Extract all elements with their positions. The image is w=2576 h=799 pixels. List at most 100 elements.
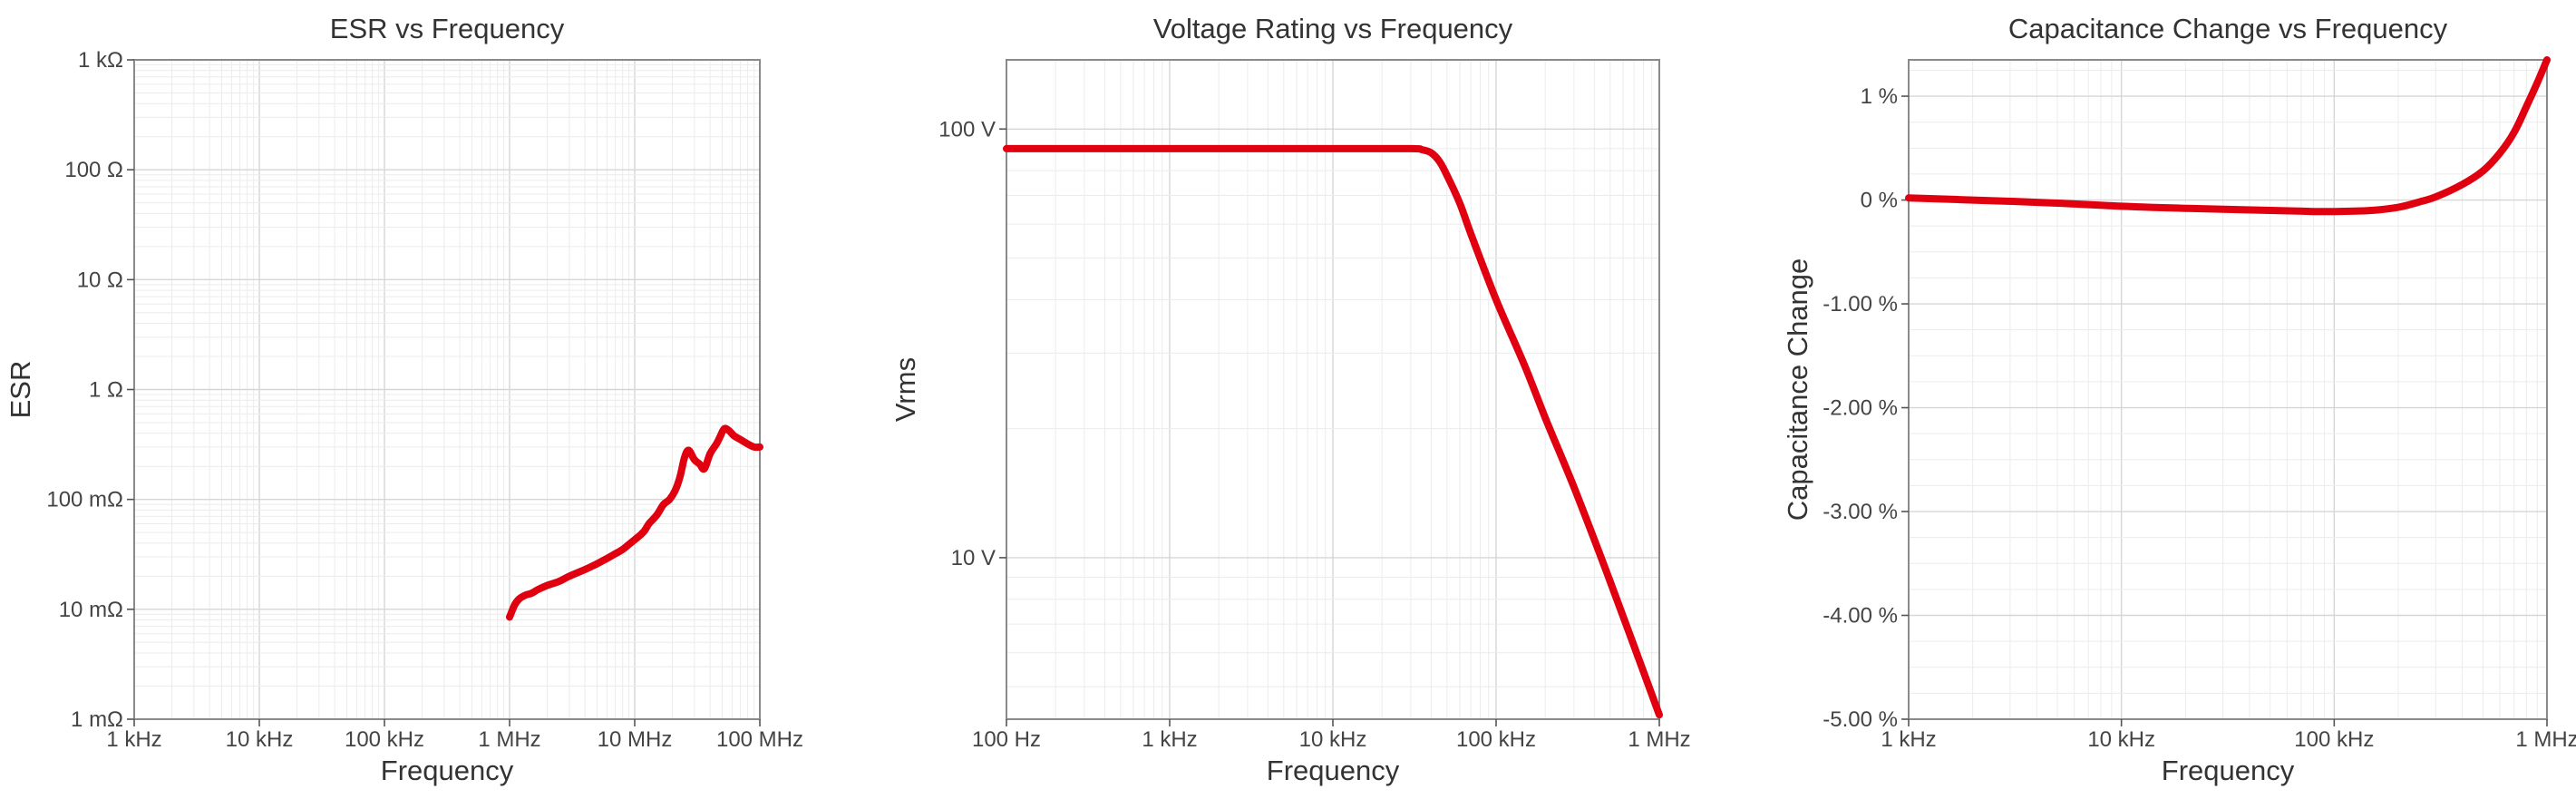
y-tick-label: 100 mΩ [46,488,123,512]
esr-data-point [706,450,714,457]
capacitance-data-point [2533,79,2541,86]
esr-data-point [751,443,758,451]
y-tick-label: 1 % [1861,84,1898,109]
capacitance-data-point [2267,207,2274,214]
esr-gridlines [133,59,761,720]
x-axis-label: Frequency [381,755,514,786]
y-tick-label: 1 mΩ [71,707,123,732]
esr-data-point [543,581,551,590]
capacitance-data-point [2496,150,2503,157]
voltage-data-point [1456,200,1463,208]
voltage-data-point [1607,578,1614,585]
esr-data-point [713,440,720,448]
y-axis-label: Capacitance Change [1782,258,1813,521]
esr-data-point [556,578,563,585]
y-tick-label: -3.00 % [1823,500,1898,524]
esr-data-point [626,541,633,548]
esr-data-point [528,590,535,597]
x-tick-label: 1 MHz [478,727,540,752]
voltage-data-point [1166,145,1173,152]
capacitance-chart-panel: 1 kHz 10 kHz 100 kHz 1 MHz -5.00 % -4.00 % -3.… [1759,0,2576,794]
voltage-data-point [1444,171,1451,179]
y-tick-label: 1 kΩ [78,48,123,73]
capacitance-data-point [1905,194,1912,201]
esr-data-point [506,613,513,621]
esr-data-point [730,432,738,439]
x-tick-label: 1 MHz [2515,727,2576,752]
x-tick-label: 10 MHz [598,727,673,752]
x-tick-label: 100 kHz [1456,727,1536,752]
capacitance-data-point [2395,204,2402,211]
x-tick-label: 100 kHz [2294,727,2374,752]
y-axis-label: ESR [5,361,36,419]
esr-data-point [566,572,573,580]
capacitance-data-point [2432,193,2439,200]
esr-data-point [511,601,519,609]
voltage-data-point [1407,145,1414,152]
capacitance-plot-frame [1908,59,2548,720]
voltage-chart-panel: 100 Hz 1 kHz 10 kHz 100 kHz 1 MHz 10 V 100 V Vo… [870,0,1705,794]
x-tick-label: 1 MHz [1628,727,1690,752]
capacitance-data-point [2416,199,2423,206]
y-tick-label: -4.00 % [1823,604,1898,628]
y-tick-label: 100 Ω [64,158,123,182]
y-tick-label: 0 % [1861,189,1898,213]
x-axis-label: Frequency [1267,755,1400,786]
voltage-data-point [1656,711,1663,718]
esr-data-point [603,555,611,562]
y-tick-label: 10 V [951,546,996,570]
y-tick-label: 10 Ω [77,268,123,292]
voltage-data-point [1492,296,1500,303]
capacitance-data-point [2330,208,2338,215]
esr-data-point [681,454,688,462]
capacitance-data-point [2511,129,2518,136]
esr-data-point [756,443,763,451]
capacitance-data-point [2459,180,2466,188]
x-tick-label: 1 kHz [1142,727,1197,752]
voltage-chart: 100 Hz 1 kHz 10 kHz 100 kHz 1 MHz 10 V 100 V Vo… [889,13,1691,786]
esr-data-point [696,461,704,468]
voltage-gridlines [1006,60,1660,719]
esr-data-point [716,434,724,441]
x-tick-label: 10 kHz [1299,727,1367,752]
x-axis-label: Frequency [2162,755,2295,786]
esr-data-point [671,487,679,494]
voltage-data-point [1467,230,1474,238]
voltage-data-point [1436,158,1444,165]
x-tick-label: 100 MHz [716,727,803,752]
chart-title: Capacitance Change vs Frequency [2008,13,2448,44]
esr-data-point [676,473,684,481]
esr-data-point [660,501,667,508]
voltage-data-point [1329,145,1337,152]
y-tick-label: -2.00 % [1823,396,1898,421]
esr-data-point [666,496,674,503]
y-tick-label: -1.00 % [1823,292,1898,317]
esr-data-point [535,586,542,593]
esr-data-point [653,512,660,519]
y-tick-label: -5.00 % [1823,707,1898,732]
capacitance-data-point [2054,200,2061,207]
x-tick-label: 1 kHz [1881,727,1936,752]
x-tick-label: 10 kHz [226,727,294,752]
esr-data-point [701,465,708,473]
capacitance-data-point [2543,56,2551,63]
esr-data-point [721,425,728,433]
capacitance-data-point [2523,102,2530,111]
capacitance-data-point [2479,167,2486,175]
esr-data-point [737,436,744,443]
voltage-data-point [1521,363,1529,370]
x-tick-label: 100 Hz [972,727,1041,752]
capacitance-data-point [2118,202,2125,209]
esr-data-point [744,440,752,448]
esr-chart-panel: 1 kHz 10 kHz 100 kHz 1 MHz 10 MHz 100 MHz 1 mΩ… [0,0,816,794]
voltage-data-point [1418,146,1425,153]
esr-chart: 1 kHz 10 kHz 100 kHz 1 MHz 10 MHz 100 MHz 1 mΩ… [5,13,803,786]
esr-data-point [631,536,638,543]
esr-data-point [691,456,698,463]
esr-data-point [516,595,523,602]
capacitance-series-line [1905,56,2551,216]
y-tick-label: 1 Ω [89,378,123,403]
esr-data-point [581,566,588,573]
esr-data-point [725,427,733,434]
x-tick-label: 1 kHz [106,727,161,752]
